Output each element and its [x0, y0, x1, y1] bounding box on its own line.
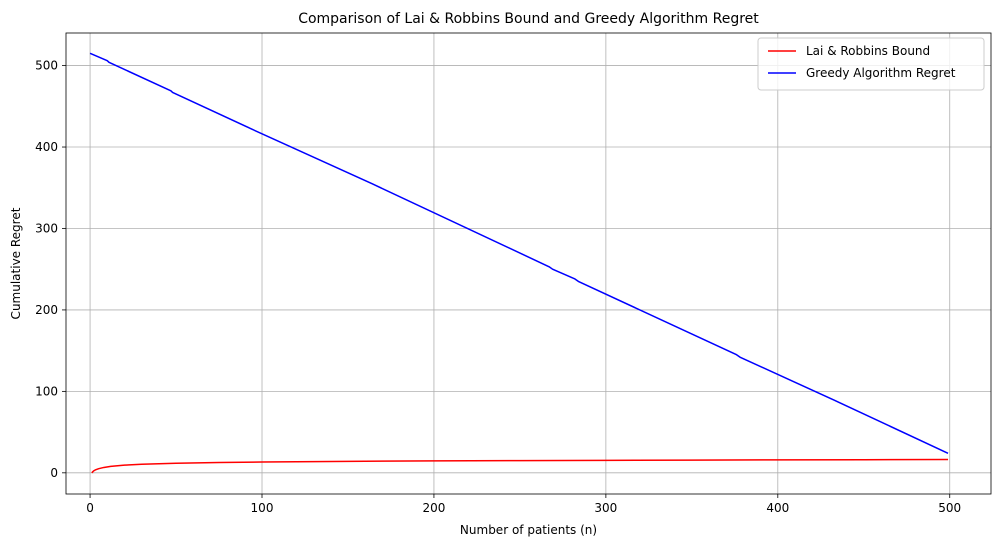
x-tick-label: 100	[251, 501, 274, 515]
y-tick-label: 200	[35, 303, 58, 317]
legend-label-lai-robbins: Lai & Robbins Bound	[806, 44, 930, 58]
y-tick-label: 0	[50, 466, 58, 480]
legend-label-greedy: Greedy Algorithm Regret	[806, 66, 956, 80]
grid	[66, 33, 991, 494]
y-tick-label: 500	[35, 59, 58, 73]
lai-robbins-bound-line	[91, 458, 949, 474]
y-tick-label: 400	[35, 140, 58, 154]
legend: Lai & Robbins Bound Greedy Algorithm Reg…	[757, 37, 985, 91]
x-tick-label: 0	[86, 501, 94, 515]
x-tick-label: 400	[766, 501, 789, 515]
series-lines	[89, 52, 949, 474]
greedy-regret-line	[89, 52, 949, 454]
x-axis-label: Number of patients (n)	[460, 523, 597, 537]
x-tick-label: 200	[422, 501, 445, 515]
x-tick-label: 500	[938, 501, 961, 515]
y-axis-label: Cumulative Regret	[9, 207, 23, 319]
plot-frame	[65, 32, 992, 495]
y-tick-label: 300	[35, 221, 58, 235]
chart-title: Comparison of Lai & Robbins Bound and Gr…	[298, 11, 759, 27]
x-tick-label: 300	[594, 501, 617, 515]
axis-ticks: 0 100 200 300 400 500 0 100 200 300 400 500	[35, 59, 961, 515]
y-tick-label: 100	[35, 384, 58, 398]
legend-box	[757, 37, 985, 91]
